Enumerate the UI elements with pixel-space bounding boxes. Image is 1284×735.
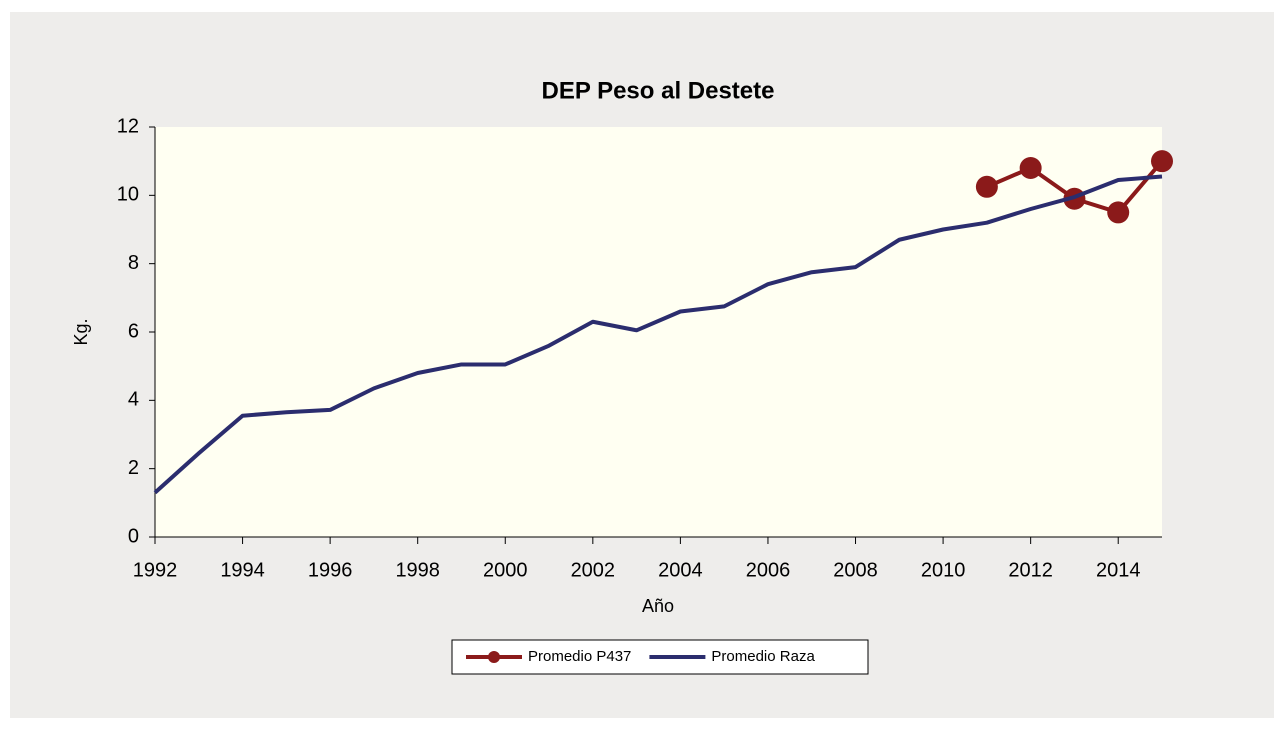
series-line xyxy=(153,174,1163,495)
x-tick-label: 2004 xyxy=(658,559,703,581)
marker xyxy=(975,175,998,198)
y-tick-label: 6 xyxy=(128,320,139,342)
chart-title: DEP Peso al Destete xyxy=(541,77,774,104)
legend-label: Promedio Raza xyxy=(711,648,815,665)
y-tick-label: 8 xyxy=(128,252,139,274)
x-tick-label: 1996 xyxy=(308,559,353,581)
x-tick-label: 1992 xyxy=(133,559,178,581)
x-tick-label: 1994 xyxy=(220,559,265,581)
marker xyxy=(1019,157,1042,179)
x-tick-label: 2000 xyxy=(483,559,528,581)
y-tick-label: 2 xyxy=(128,457,139,479)
x-axis-label: Año xyxy=(642,596,674,616)
marker xyxy=(1151,150,1173,173)
x-tick-label: 2010 xyxy=(921,559,966,581)
x-tick-label: 2014 xyxy=(1096,559,1141,581)
legend-label: Promedio P437 xyxy=(528,648,631,665)
marker xyxy=(1107,201,1130,224)
y-tick-label: 4 xyxy=(128,389,139,411)
x-tick-label: 2012 xyxy=(1008,559,1053,581)
y-tick-label: 10 xyxy=(117,184,139,206)
legend-marker xyxy=(488,651,500,663)
x-tick-label: 1998 xyxy=(395,559,440,581)
y-tick-label: 12 xyxy=(117,115,139,137)
plot-area xyxy=(155,127,1162,537)
x-tick-label: 2002 xyxy=(571,559,616,581)
x-tick-label: 2008 xyxy=(833,559,878,581)
y-tick-label: 0 xyxy=(128,525,139,547)
y-axis-label: Kg. xyxy=(71,318,91,345)
x-tick-label: 2006 xyxy=(746,559,791,581)
